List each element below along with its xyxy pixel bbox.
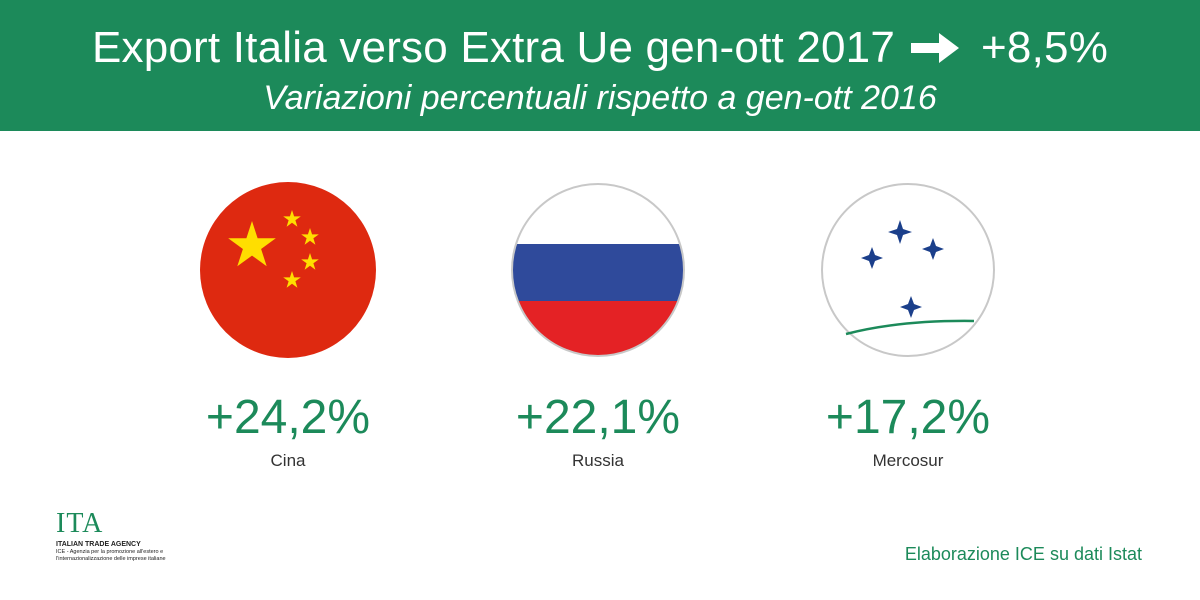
china-flag-icon — [200, 182, 376, 358]
page-title: Export Italia verso Extra Ue gen-ott 201… — [91, 23, 896, 72]
right-arrow-icon — [909, 30, 961, 66]
country-card-cina: +24,2% Cina — [176, 182, 396, 482]
country-card-mercosur: +17,2% Mercosur — [796, 182, 1016, 482]
header-banner: Export Italia verso Extra Ue gen-ott 201… — [0, 0, 1200, 131]
mercosur-flag-icon — [821, 183, 995, 357]
title-value: +8,5% — [981, 23, 1109, 72]
label-russia: Russia — [572, 451, 624, 470]
ita-logo-desc-1: ICE - Agenzia per la promozione all'este… — [56, 549, 164, 555]
country-card-russia: +22,1% Russia — [486, 182, 706, 482]
value-mercosur: +17,2% — [825, 391, 991, 444]
ita-logo-mark: ITA — [56, 508, 104, 539]
title-row: Export Italia verso Extra Ue gen-ott 201… — [0, 20, 1200, 76]
russia-flag-icon — [511, 183, 685, 357]
ita-logo-agency: ITALIAN TRADE AGENCY — [56, 541, 141, 548]
value-cina: +24,2% — [205, 391, 371, 444]
label-mercosur: Mercosur — [872, 451, 944, 470]
ita-logo-desc-2: l'internazionalizzazione delle imprese i… — [56, 556, 166, 562]
value-russia: +22,1% — [515, 391, 681, 444]
source-note: Elaborazione ICE su dati Istat — [904, 544, 1142, 564]
label-cina: Cina — [270, 451, 306, 470]
ita-logo: ITA ITALIAN TRADE AGENCY ICE - Agenzia p… — [56, 510, 166, 570]
page-subtitle: Variazioni percentuali rispetto a gen-ot… — [263, 79, 937, 117]
